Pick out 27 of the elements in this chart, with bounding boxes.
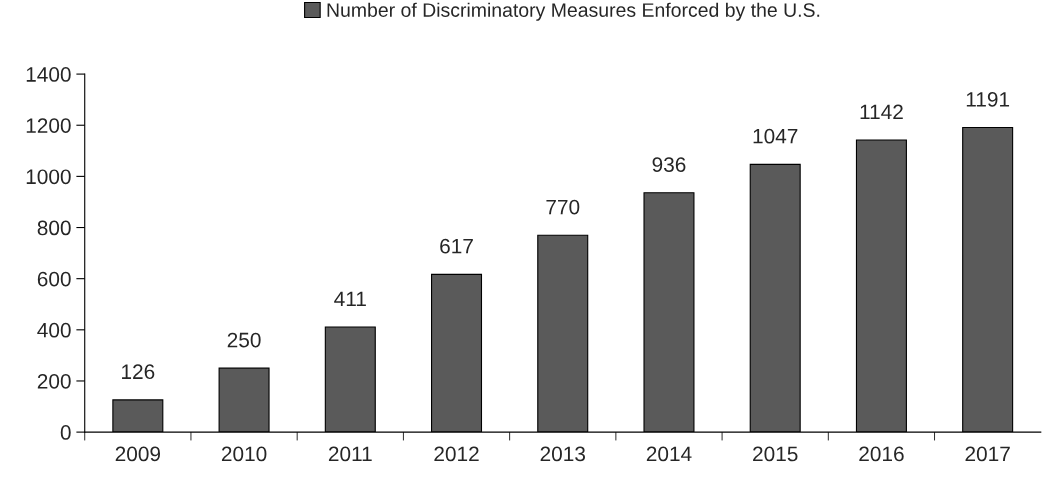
y-tick-label: 1200: [26, 118, 71, 133]
x-tick-label: 2012: [434, 446, 479, 462]
data-label: 126: [122, 364, 155, 380]
x-tick-label: 2011: [328, 446, 372, 462]
x-tick-label: 2009: [115, 446, 161, 462]
x-tick-label: 2017: [965, 446, 1010, 462]
legend-label: Number of Discriminatory Measures Enforced by the U.S.: [327, 2, 820, 21]
data-label: 936: [652, 157, 686, 172]
data-label: 1142: [860, 104, 903, 120]
y-tick-label: 600: [37, 271, 71, 287]
y-tick-label: 200: [37, 373, 71, 389]
y-tick-label: 800: [37, 220, 71, 236]
x-tick-label: 2014: [646, 446, 692, 462]
x-tick-label: 2016: [859, 446, 904, 462]
data-label: 770: [546, 199, 580, 215]
data-label: 250: [227, 332, 261, 348]
y-tick-label: 0: [60, 425, 71, 440]
y-tick-label: 1000: [26, 169, 71, 185]
y-tick-label: 1400: [26, 67, 71, 82]
x-tick-label: 2010: [221, 446, 267, 462]
x-tick-label: 2015: [753, 446, 798, 462]
data-label: 1047: [753, 128, 798, 144]
x-tick-label: 2013: [540, 446, 586, 462]
data-label: 617: [440, 238, 473, 254]
data-label: 1191: [966, 92, 1010, 107]
y-tick-label: 400: [37, 322, 71, 338]
data-label: 411: [334, 291, 366, 307]
